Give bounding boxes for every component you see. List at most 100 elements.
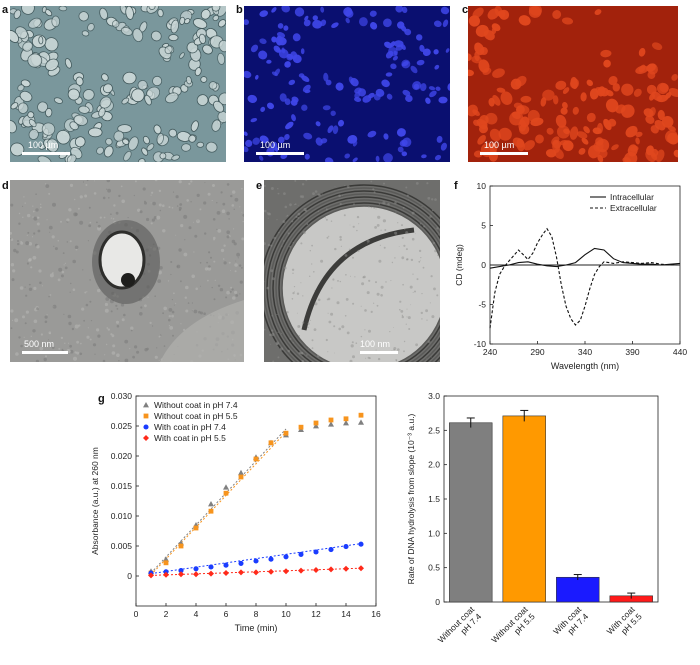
grain	[110, 310, 113, 313]
grain	[162, 204, 165, 207]
grain	[340, 245, 342, 247]
grain	[28, 257, 32, 262]
data-point	[283, 554, 289, 560]
grain	[296, 312, 298, 314]
cell	[518, 15, 531, 26]
grain	[399, 308, 401, 311]
cell	[673, 149, 678, 158]
grain	[302, 295, 304, 297]
grain	[241, 187, 243, 190]
cell	[28, 17, 42, 29]
grain	[36, 216, 40, 219]
inner-fold	[301, 227, 415, 331]
grain	[225, 296, 228, 299]
grain	[300, 233, 302, 235]
grain	[364, 329, 366, 331]
grain	[373, 302, 375, 304]
data-point	[283, 568, 289, 575]
series-line	[489, 247, 681, 269]
grain	[234, 290, 238, 294]
data-point	[193, 525, 199, 531]
grain	[108, 197, 110, 199]
grain	[398, 246, 400, 247]
cell	[440, 6, 450, 15]
cell	[362, 95, 372, 103]
grain	[154, 180, 158, 182]
cell	[369, 10, 377, 17]
grain	[136, 350, 140, 354]
grain	[311, 347, 314, 349]
grain	[25, 294, 28, 297]
cell	[358, 17, 368, 27]
grain	[352, 225, 355, 228]
grain	[211, 199, 213, 202]
grain	[405, 323, 407, 325]
cell	[276, 32, 286, 38]
grain	[89, 279, 91, 281]
data-point	[223, 490, 229, 496]
cell	[611, 144, 619, 151]
cell	[561, 17, 574, 25]
x-tick-label: 14	[341, 609, 351, 619]
grain	[411, 237, 415, 241]
cell	[137, 158, 146, 162]
grain	[69, 344, 72, 348]
grain	[84, 194, 88, 198]
cell	[546, 127, 554, 135]
grain	[66, 241, 68, 243]
cell	[325, 79, 332, 86]
grain	[39, 281, 42, 285]
cell	[388, 46, 398, 57]
cell	[434, 154, 442, 161]
grain	[11, 319, 14, 321]
cell	[367, 130, 377, 138]
grain	[60, 220, 62, 223]
y-tick-label: 2.5	[428, 425, 440, 435]
grain	[437, 242, 439, 244]
grain	[32, 255, 37, 260]
grain	[158, 203, 162, 207]
grain	[172, 334, 174, 337]
grain	[191, 302, 193, 304]
cell	[576, 131, 588, 139]
fit-line	[150, 543, 362, 575]
cell	[10, 102, 19, 110]
x-tick-label: 8	[254, 609, 259, 619]
grain	[431, 315, 435, 319]
grain	[407, 316, 411, 320]
cell	[555, 80, 567, 90]
grain	[40, 203, 42, 205]
cell	[436, 135, 443, 143]
data-point	[298, 567, 304, 574]
grain	[408, 328, 411, 330]
grain	[41, 285, 44, 287]
grain	[395, 211, 397, 213]
cell	[578, 148, 586, 155]
cell	[597, 154, 604, 162]
grain	[11, 278, 15, 282]
grain	[239, 206, 241, 208]
grain	[17, 242, 20, 246]
grain	[301, 321, 305, 324]
legend-label: Extracellular	[610, 203, 657, 213]
grain	[81, 307, 85, 311]
grain	[118, 360, 120, 362]
cell	[335, 82, 344, 91]
cell	[659, 83, 669, 93]
grain	[46, 314, 48, 316]
grain	[405, 248, 408, 251]
cell	[292, 54, 302, 64]
grain	[146, 347, 149, 351]
cell	[345, 17, 350, 24]
cell	[343, 7, 353, 17]
cell	[211, 6, 221, 12]
cell	[254, 74, 259, 80]
grain	[356, 229, 358, 232]
grain	[99, 216, 102, 219]
cell	[553, 148, 564, 159]
grain	[106, 327, 109, 329]
grain	[184, 296, 187, 299]
grain	[266, 286, 270, 290]
grain	[89, 221, 92, 224]
